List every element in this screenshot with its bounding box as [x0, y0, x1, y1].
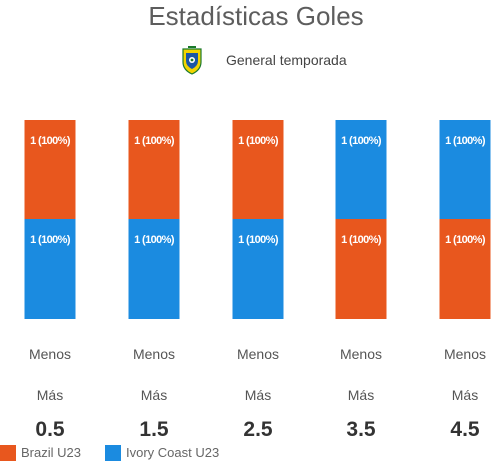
bar-label-1-3.5: 1 (100%) — [341, 234, 382, 246]
bar-label-1-0.5: 1 (100%) — [30, 135, 71, 147]
bar-segment-2-2.5[interactable] — [232, 219, 284, 319]
bar-label-2-1.5: 1 (100%) — [134, 234, 175, 246]
chart-title: Estadísticas Goles — [148, 1, 364, 31]
legend-swatch-series-1 — [0, 444, 16, 461]
bar-label-2-3.5: 1 (100%) — [341, 135, 382, 147]
category-value-label-0.5: 0.5 — [35, 418, 65, 441]
bar-segment-2-0.5[interactable] — [24, 219, 76, 319]
bar-segment-2-1.5[interactable] — [128, 219, 180, 319]
category-value-label-4.5: 4.5 — [450, 418, 480, 441]
category-row2-label-4.5: Más — [452, 387, 478, 403]
category-row2-label-2.5: Más — [245, 387, 271, 403]
brazil-crest-icon — [182, 46, 202, 75]
category-value-label-3.5: 3.5 — [346, 418, 376, 441]
bar-segment-1-3.5[interactable] — [335, 219, 387, 319]
bar-label-2-0.5: 1 (100%) — [30, 234, 71, 246]
category-row1-label-4.5: Menos — [444, 346, 486, 362]
bar-segment-2-3.5[interactable] — [335, 120, 387, 219]
category-row1-label-0.5: Menos — [29, 346, 71, 362]
legend-item-series-1[interactable]: Brazil U23 — [0, 444, 81, 461]
bar-label-1-4.5: 1 (100%) — [445, 234, 486, 246]
bar-segment-1-0.5[interactable] — [24, 120, 76, 219]
bar-label-1-1.5: 1 (100%) — [134, 135, 175, 147]
bar-segment-1-2.5[interactable] — [232, 120, 284, 219]
legend-swatch-series-2 — [105, 444, 121, 461]
bar-label-2-4.5: 1 (100%) — [445, 135, 486, 147]
category-value-label-2.5: 2.5 — [243, 418, 273, 441]
category-row2-label-3.5: Más — [348, 387, 374, 403]
bar-label-2-2.5: 1 (100%) — [238, 234, 279, 246]
category-row2-label-1.5: Más — [141, 387, 167, 403]
category-row1-label-1.5: Menos — [133, 346, 175, 362]
bar-segment-1-4.5[interactable] — [439, 219, 491, 319]
category-value-label-1.5: 1.5 — [139, 418, 169, 441]
bar-label-1-2.5: 1 (100%) — [238, 135, 279, 147]
legend-label-series-1: Brazil U23 — [21, 445, 81, 461]
bar-segment-1-1.5[interactable] — [128, 120, 180, 219]
category-row1-label-2.5: Menos — [237, 346, 279, 362]
chart-subtitle: General temporada — [226, 52, 347, 68]
legend-label-series-2: Ivory Coast U23 — [126, 445, 220, 461]
bar-segment-2-4.5[interactable] — [439, 120, 491, 219]
category-row2-label-0.5: Más — [37, 387, 63, 403]
legend-item-series-2[interactable]: Ivory Coast U23 — [105, 444, 219, 461]
category-row1-label-3.5: Menos — [340, 346, 382, 362]
